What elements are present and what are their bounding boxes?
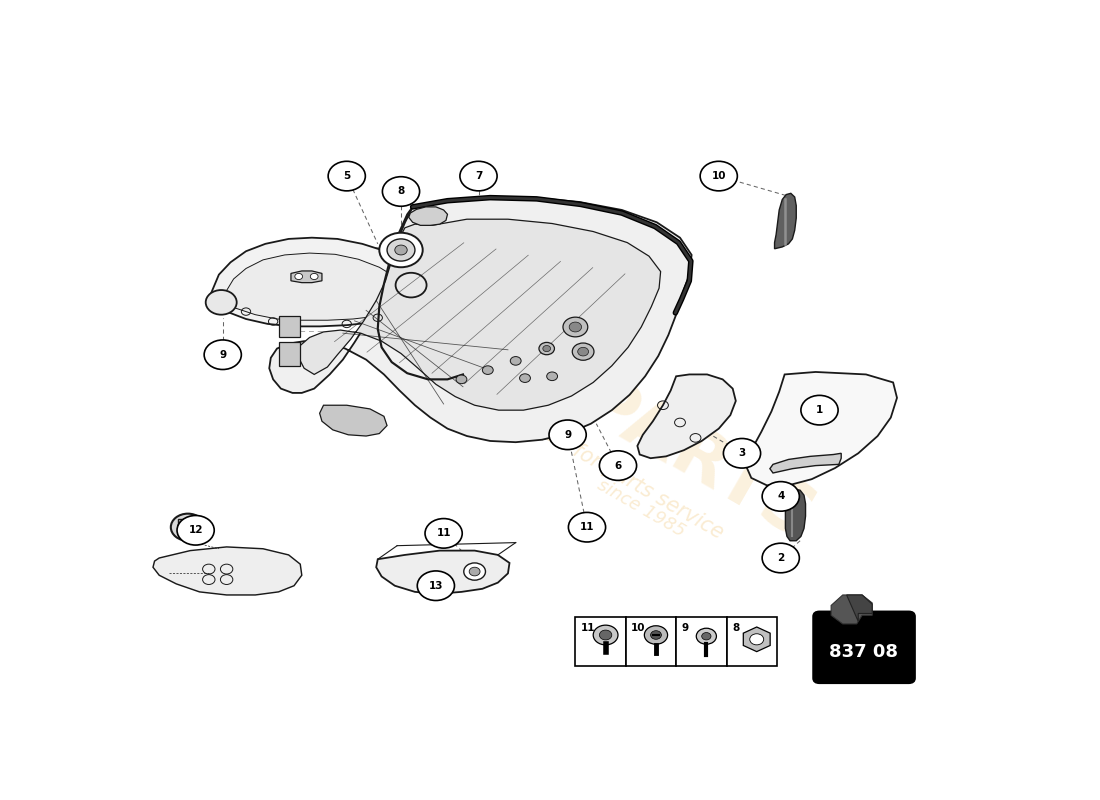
- Circle shape: [456, 375, 466, 384]
- Circle shape: [762, 482, 800, 511]
- Circle shape: [417, 571, 454, 601]
- Circle shape: [700, 162, 737, 191]
- Text: 11: 11: [580, 522, 594, 532]
- Polygon shape: [785, 489, 805, 541]
- Text: 13: 13: [429, 581, 443, 590]
- Bar: [726, 617, 777, 666]
- Bar: [626, 617, 676, 666]
- Circle shape: [724, 438, 760, 468]
- Text: 9: 9: [219, 350, 227, 360]
- Circle shape: [379, 233, 422, 267]
- Circle shape: [762, 543, 800, 573]
- Circle shape: [460, 162, 497, 191]
- Text: 8: 8: [732, 622, 739, 633]
- Polygon shape: [292, 271, 322, 282]
- Circle shape: [569, 322, 582, 332]
- Polygon shape: [409, 207, 448, 226]
- Text: 8: 8: [397, 186, 405, 197]
- Polygon shape: [376, 550, 509, 594]
- Circle shape: [205, 340, 241, 370]
- Circle shape: [387, 239, 415, 261]
- Polygon shape: [320, 406, 387, 436]
- Text: AUTOPARTS: AUTOPARTS: [378, 254, 827, 554]
- Circle shape: [801, 395, 838, 425]
- Text: 10: 10: [631, 622, 646, 633]
- Text: 837 08: 837 08: [829, 642, 899, 661]
- Bar: [575, 617, 626, 666]
- Text: 2: 2: [777, 553, 784, 563]
- Bar: [278, 316, 300, 338]
- Circle shape: [177, 515, 214, 545]
- Circle shape: [750, 634, 763, 645]
- Polygon shape: [637, 374, 736, 458]
- Circle shape: [547, 372, 558, 381]
- Text: 10: 10: [712, 171, 726, 181]
- Circle shape: [702, 633, 711, 640]
- Circle shape: [510, 357, 521, 365]
- Text: 5: 5: [343, 171, 351, 181]
- Circle shape: [519, 374, 530, 382]
- Circle shape: [295, 274, 302, 279]
- Circle shape: [383, 177, 419, 206]
- Polygon shape: [299, 219, 661, 410]
- Circle shape: [310, 274, 318, 279]
- Text: 3: 3: [738, 448, 746, 458]
- Circle shape: [696, 628, 716, 644]
- Polygon shape: [153, 547, 301, 595]
- Text: 1: 1: [816, 405, 823, 415]
- Circle shape: [645, 626, 668, 644]
- Text: since 1985: since 1985: [594, 476, 689, 541]
- Polygon shape: [832, 595, 872, 624]
- FancyBboxPatch shape: [813, 611, 915, 683]
- Polygon shape: [746, 372, 896, 486]
- Circle shape: [539, 342, 554, 354]
- Circle shape: [572, 343, 594, 360]
- Circle shape: [395, 245, 407, 255]
- Polygon shape: [207, 238, 422, 326]
- Circle shape: [206, 290, 236, 314]
- Text: 9: 9: [564, 430, 571, 440]
- Polygon shape: [221, 253, 407, 320]
- Circle shape: [464, 563, 485, 580]
- Bar: [278, 342, 300, 366]
- Polygon shape: [270, 198, 692, 442]
- Circle shape: [650, 630, 661, 639]
- Text: 9: 9: [682, 622, 689, 633]
- Circle shape: [425, 518, 462, 548]
- Circle shape: [542, 346, 551, 352]
- Circle shape: [563, 317, 587, 337]
- Circle shape: [396, 273, 427, 298]
- Text: 6: 6: [615, 461, 622, 470]
- Polygon shape: [774, 194, 796, 249]
- Polygon shape: [770, 454, 842, 473]
- Polygon shape: [847, 595, 872, 622]
- Circle shape: [600, 451, 637, 480]
- Text: 11: 11: [581, 622, 595, 633]
- Text: 7: 7: [475, 171, 482, 181]
- Circle shape: [483, 366, 493, 374]
- Bar: [178, 519, 198, 535]
- Circle shape: [578, 347, 588, 356]
- Circle shape: [470, 567, 480, 576]
- Circle shape: [178, 519, 198, 535]
- Bar: [676, 617, 726, 666]
- Circle shape: [593, 625, 618, 645]
- Text: 4: 4: [777, 491, 784, 502]
- Circle shape: [549, 420, 586, 450]
- Text: 12: 12: [188, 526, 202, 535]
- Circle shape: [328, 162, 365, 191]
- Circle shape: [170, 514, 205, 541]
- Text: a passion for parts service: a passion for parts service: [478, 388, 727, 543]
- Text: 11: 11: [437, 528, 451, 538]
- Circle shape: [569, 513, 606, 542]
- Circle shape: [600, 630, 612, 640]
